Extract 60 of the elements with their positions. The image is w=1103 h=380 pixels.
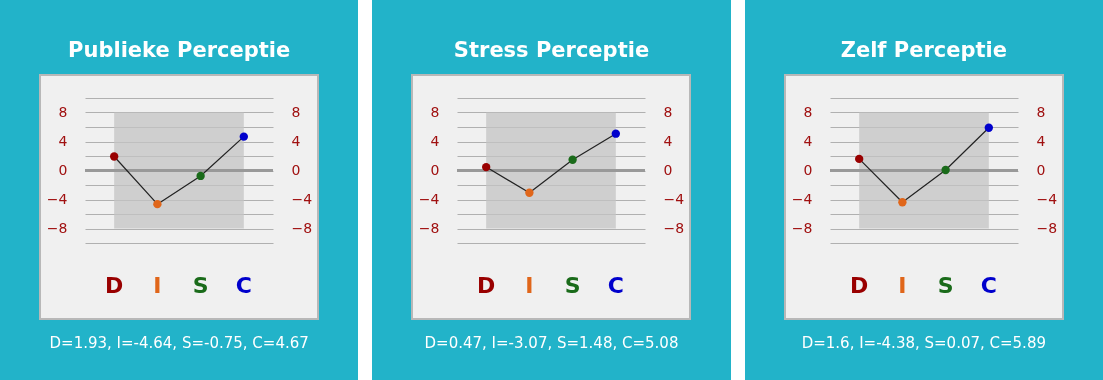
y2-tick-label: −8 <box>291 220 313 236</box>
x-tick-label: D <box>105 272 124 298</box>
y2-tick-label: 4 <box>1036 133 1046 149</box>
y-tick-label: −8 <box>791 220 813 236</box>
y-tick-label: 4 <box>431 133 441 149</box>
x-tick-label: C <box>608 272 625 298</box>
y2-tick-label: −4 <box>663 191 685 207</box>
y2-tick-label: 8 <box>663 104 673 120</box>
point <box>239 132 249 141</box>
y-tick-label: −4 <box>47 191 68 207</box>
chart-title: Stress Perceptie <box>453 38 650 64</box>
y2-tick-label: −4 <box>291 191 313 207</box>
x-tick-label: C <box>235 272 253 298</box>
x-tick-label: D <box>849 272 869 298</box>
point <box>941 165 950 175</box>
point <box>153 199 162 209</box>
point <box>854 154 864 164</box>
x-tick-label: S <box>192 272 209 298</box>
x-tick-label: D <box>477 272 496 298</box>
y-tick-label: −8 <box>419 220 440 236</box>
y-tick-label: 4 <box>58 133 68 149</box>
y-tick-label: 8 <box>58 104 68 120</box>
y-tick-label: −4 <box>419 191 441 207</box>
text: D=0.47, I=-3.07, S=1.48, C=5.08 <box>424 334 679 352</box>
y2-tick-label: 0 <box>1036 162 1046 178</box>
y2-tick-label: 8 <box>1036 104 1046 120</box>
y-tick-label: 0 <box>803 162 813 178</box>
text: D=1.6, I=-4.38, S=0.07, C=5.89 <box>801 334 1046 352</box>
chart-title: Publieke Perceptie <box>68 38 291 64</box>
chart-title: Zelf Perceptie <box>840 38 1007 64</box>
x-tick-label: I <box>525 272 534 298</box>
x-tick-label: I <box>898 272 907 298</box>
y-tick-label: 8 <box>431 104 440 120</box>
y-tick-label: 0 <box>58 162 68 178</box>
point <box>525 188 535 197</box>
x-tick-label: S <box>937 272 954 298</box>
y2-tick-label: −4 <box>1036 191 1058 207</box>
text: D=1.93, I=-4.64, S=-0.75, C=4.67 <box>49 334 309 352</box>
y-tick-label: −4 <box>791 191 813 207</box>
y2-tick-label: 0 <box>291 162 301 178</box>
y2-tick-label: 4 <box>663 133 673 149</box>
point <box>984 123 993 132</box>
y2-tick-label: 8 <box>291 104 301 120</box>
x-tick-label: S <box>565 272 582 298</box>
point <box>110 152 119 161</box>
y2-tick-label: 4 <box>291 133 301 149</box>
y2-tick-label: −8 <box>663 220 685 236</box>
y2-tick-label: 0 <box>663 162 673 178</box>
y-tick-label: 8 <box>803 104 813 120</box>
y2-tick-label: −8 <box>1036 220 1057 236</box>
y-tick-label: 0 <box>431 162 440 178</box>
point <box>612 129 621 138</box>
y-tick-label: 4 <box>803 133 813 149</box>
point <box>898 198 907 207</box>
x-tick-label: C <box>980 272 997 298</box>
x-tick-label: I <box>153 272 162 298</box>
y-tick-label: −8 <box>47 220 68 236</box>
point <box>196 171 205 181</box>
point <box>568 155 578 164</box>
point <box>482 162 491 172</box>
